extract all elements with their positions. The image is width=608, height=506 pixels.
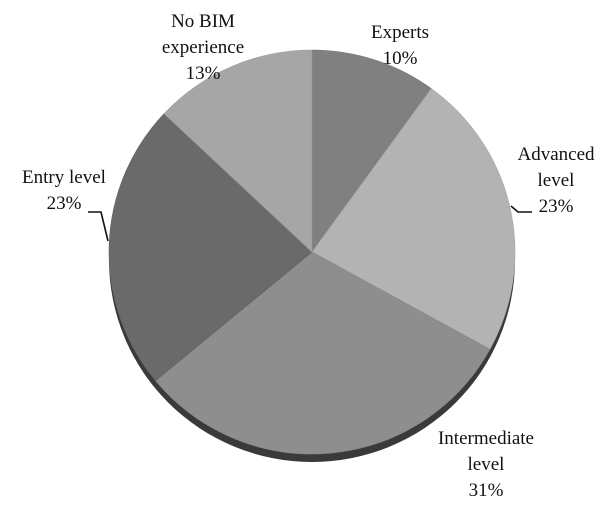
slice-label-4-line-1: experience bbox=[162, 37, 244, 58]
slice-label-4-line-0: No BIM bbox=[171, 11, 235, 32]
slice-label-2-line-1: level bbox=[468, 454, 505, 475]
pie-slice-2 bbox=[155, 251, 491, 455]
slice-label-1-line-0: Advanced bbox=[517, 144, 595, 165]
slice-label-1-line-1: level bbox=[538, 170, 575, 191]
leader-line-1 bbox=[510, 205, 532, 213]
slice-label-1-line-2: 23% bbox=[539, 196, 574, 217]
pie-slice-3 bbox=[108, 113, 313, 382]
slice-label-0-line-1: 10% bbox=[383, 48, 418, 69]
slice-label-1: Advanced level 23% bbox=[517, 144, 595, 217]
slice-label-0: Experts 10% bbox=[371, 22, 429, 69]
leader-lines bbox=[88, 205, 532, 242]
slice-label-3-line-1: 23% bbox=[47, 193, 82, 214]
slice-label-3-line-0: Entry level bbox=[22, 167, 106, 188]
pie-slice-1 bbox=[311, 88, 516, 350]
slice-label-4-line-2: 13% bbox=[186, 63, 221, 84]
slice-label-2-line-2: 31% bbox=[469, 480, 504, 501]
slice-label-3: Entry level 23% bbox=[22, 167, 106, 214]
slice-label-4: No BIM experience 13% bbox=[162, 11, 244, 84]
slice-label-0-line-0: Experts bbox=[371, 22, 429, 43]
slice-label-2-line-0: Intermediate bbox=[438, 428, 534, 449]
pie-slice-0 bbox=[311, 49, 432, 253]
pie-slices bbox=[108, 49, 516, 455]
leader-line-3 bbox=[88, 211, 109, 242]
slice-label-2: Intermediate level 31% bbox=[438, 428, 534, 501]
slice-labels: Experts 10% Advanced level 23% Intermediate le… bbox=[22, 11, 595, 501]
pie-slice-4 bbox=[163, 49, 313, 253]
